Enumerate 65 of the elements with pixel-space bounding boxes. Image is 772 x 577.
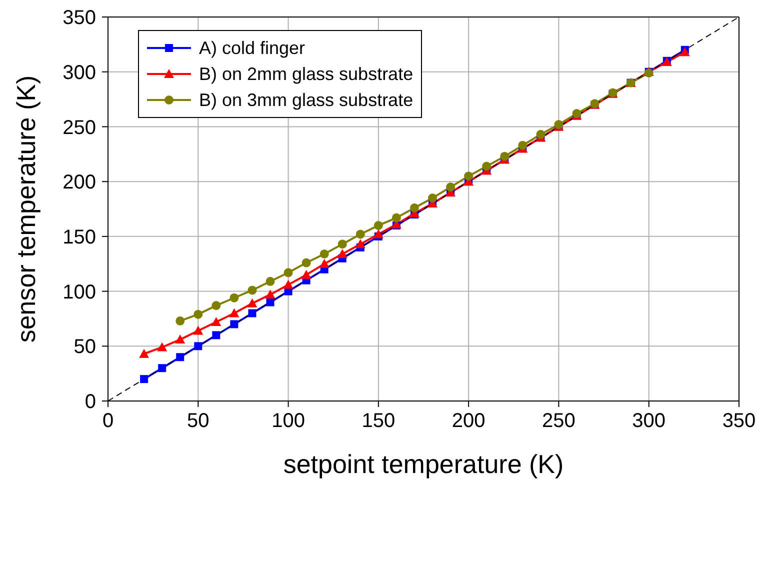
point (284, 268, 293, 278)
point (319, 258, 330, 268)
point (158, 364, 166, 372)
y-tick-label: 350 (62, 7, 96, 30)
point (157, 342, 168, 352)
x-tick-label: 50 (187, 410, 210, 432)
x-axis-title: setpoint temperature (K) (283, 449, 564, 479)
y-tick-label: 250 (62, 116, 96, 139)
point (266, 276, 275, 286)
point (176, 316, 185, 326)
x-tick-label: 200 (452, 410, 486, 432)
y-tick-label: 100 (62, 281, 96, 304)
point (194, 342, 202, 350)
point (392, 213, 401, 222)
y-axis-title: sensor temperature (K) (11, 75, 42, 343)
point (212, 301, 221, 310)
point (140, 375, 148, 384)
point (518, 140, 528, 150)
point (248, 309, 256, 318)
point (229, 308, 240, 318)
point (410, 203, 419, 212)
point (302, 258, 311, 268)
point (283, 280, 294, 289)
x-tick-label: 350 (722, 410, 756, 432)
legend-label: A) cold finger (199, 38, 306, 58)
point (374, 220, 383, 230)
x-tick-label: 100 (272, 410, 305, 432)
point (194, 310, 203, 319)
point (373, 229, 384, 238)
point (266, 298, 274, 306)
point (247, 298, 258, 308)
x-tick-label: 250 (542, 410, 576, 432)
point (248, 286, 257, 295)
point (265, 290, 276, 299)
point (355, 239, 366, 248)
x-tick-label: 300 (632, 410, 666, 432)
point (176, 353, 184, 362)
point (320, 249, 329, 258)
y-tick-label: 300 (62, 62, 96, 84)
y-tick-label: 150 (62, 226, 96, 249)
legend-label: B) on 3mm glass substrate (199, 90, 414, 110)
point (175, 334, 186, 344)
point (338, 240, 347, 249)
point (446, 182, 456, 192)
point (337, 248, 348, 258)
point (464, 172, 474, 181)
point (500, 152, 510, 161)
point (482, 162, 492, 171)
legend-label: B) on 2mm glass substrate (199, 64, 414, 84)
x-tick-label: 0 (102, 410, 114, 432)
point (139, 348, 150, 358)
point (536, 130, 546, 139)
point (230, 293, 239, 302)
point (680, 47, 690, 56)
point (356, 230, 365, 239)
point (193, 326, 204, 335)
y-tick-label: 200 (62, 172, 96, 194)
x-tick-label: 150 (362, 410, 396, 432)
point (212, 331, 220, 340)
y-tick-label: 0 (84, 391, 96, 414)
point (230, 320, 238, 328)
point (428, 194, 438, 203)
y-tick-label: 50 (74, 336, 96, 358)
point (211, 317, 222, 326)
point (301, 270, 312, 279)
